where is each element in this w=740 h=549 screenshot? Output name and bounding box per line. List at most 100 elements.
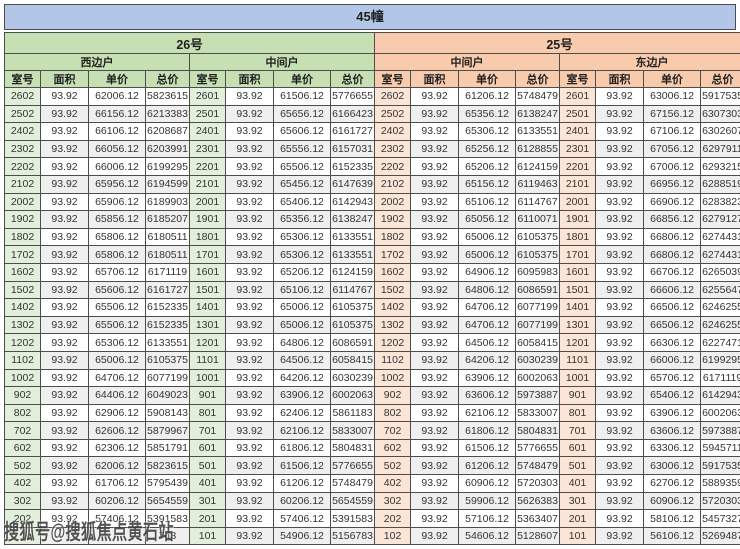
cell-total-price: 5748479	[331, 475, 375, 493]
cell-area: 93.92	[596, 211, 644, 229]
cell-unit-price: 66006.12	[644, 351, 701, 369]
cell-total-price: 6194599	[146, 175, 190, 193]
cell-room: 502	[5, 457, 41, 475]
cell-unit-price: 65956.12	[89, 175, 146, 193]
cell-total-price: 6105375	[331, 299, 375, 317]
cell-area: 93.92	[411, 228, 459, 246]
cell-room: 1702	[5, 246, 41, 264]
cell-room: 1901	[560, 211, 596, 229]
cell-area: 93.92	[596, 475, 644, 493]
cell-total-price: 6274431	[701, 228, 740, 246]
cell-unit-price: 63906.12	[274, 387, 331, 405]
cell-total-price: 5889359	[701, 475, 740, 493]
cell-total-price: 6124159	[516, 158, 560, 176]
cell-total-price: 6279127	[701, 211, 740, 229]
cell-room: 2002	[375, 193, 411, 211]
cell-room: 701	[560, 422, 596, 440]
cell-total-price: 5626383	[516, 492, 560, 510]
cell-unit-price: 66056.12	[89, 140, 146, 158]
cell-area: 93.92	[226, 175, 274, 193]
cell-area: 93.92	[596, 527, 644, 545]
cell-total-price: 5776655	[331, 88, 375, 106]
cell-area: 93.92	[411, 123, 459, 141]
cell-area: 93.92	[226, 404, 274, 422]
cell-total-price: 6152335	[146, 299, 190, 317]
cell-unit-price: 66606.12	[644, 281, 701, 299]
cell-area: 93.92	[41, 422, 89, 440]
cell-room: 2502	[5, 105, 41, 123]
cell-unit-price: 61206.12	[274, 475, 331, 493]
cell-area: 93.92	[411, 334, 459, 352]
cell-unit-price: 66306.12	[644, 334, 701, 352]
cell-unit-price: 64706.12	[459, 299, 516, 317]
cell-total-price: 6058415	[516, 334, 560, 352]
cell-room: 801	[190, 404, 226, 422]
cell-total-price: 5861183	[331, 404, 375, 422]
cell-room: 201	[190, 510, 226, 528]
cell-area: 93.92	[411, 422, 459, 440]
cell-total-price: 6171119	[701, 369, 740, 387]
cell-total-price: 6086591	[516, 281, 560, 299]
cell-total-price: 5917535	[701, 457, 740, 475]
cell-room: 1001	[560, 369, 596, 387]
cell-room: 2101	[560, 175, 596, 193]
cell-room: 302	[375, 492, 411, 510]
cell-room: 602	[5, 439, 41, 457]
cell-room: 2501	[190, 105, 226, 123]
cell-unit-price: 61206.12	[459, 88, 516, 106]
cell-total-price: 6227471	[701, 334, 740, 352]
cell-room: 1002	[5, 369, 41, 387]
cell-total-price: 5851791	[146, 439, 190, 457]
cell-unit-price: 61806.12	[459, 422, 516, 440]
cell-area: 93.92	[596, 140, 644, 158]
cell-total-price: 6293215	[701, 158, 740, 176]
cell-total-price: 6002063	[516, 369, 560, 387]
cell-unit-price: 61706.12	[89, 475, 146, 493]
cell-unit-price: 63306.12	[644, 439, 701, 457]
cell-total-price: 6105375	[331, 316, 375, 334]
cell-total-price: 5833007	[331, 422, 375, 440]
cell-total-price: 6166423	[331, 105, 375, 123]
cell-room: 301	[190, 492, 226, 510]
cell-area: 93.92	[596, 299, 644, 317]
cell-room: 1601	[190, 263, 226, 281]
cell-area: 93.92	[411, 475, 459, 493]
cell-room: 1902	[375, 211, 411, 229]
cell-unit-price: 62106.12	[459, 404, 516, 422]
cell-room: 1102	[375, 351, 411, 369]
cell-total-price: 6307303	[701, 105, 740, 123]
cell-area: 93.92	[41, 369, 89, 387]
cell-area: 93.92	[596, 246, 644, 264]
cell-total-price: 6288519	[701, 175, 740, 193]
cell-area: 93.92	[596, 387, 644, 405]
cell-unit-price: 66156.12	[89, 105, 146, 123]
cell-unit-price: 65206.12	[459, 158, 516, 176]
cell-total-price: 5720303	[701, 492, 740, 510]
cell-room: 1602	[375, 263, 411, 281]
cell-unit-price: 64506.12	[274, 351, 331, 369]
col-total-price: 总价	[146, 71, 190, 88]
column-header-row: 室号 面积 单价 总价 室号 面积 单价 总价 室号 面积 单价 总价 室号 面…	[5, 71, 740, 88]
cell-room: 1301	[190, 316, 226, 334]
cell-total-price: 5776655	[516, 439, 560, 457]
cell-area: 93.92	[41, 263, 89, 281]
cell-unit-price: 67106.12	[644, 123, 701, 141]
cell-unit-price: 65856.12	[89, 211, 146, 229]
unit-header-east: 东边户	[560, 54, 740, 71]
cell-total-price: 5654559	[331, 492, 375, 510]
cell-unit-price: 65006.12	[459, 246, 516, 264]
building-title: 45幢	[4, 4, 736, 30]
cell-room: 1402	[375, 299, 411, 317]
cell-room: 2401	[190, 123, 226, 141]
cell-area: 93.92	[596, 351, 644, 369]
cell-room: 1902	[5, 211, 41, 229]
cell-unit-price: 65156.12	[459, 175, 516, 193]
cell-area: 93.92	[411, 527, 459, 545]
cell-unit-price: 64206.12	[459, 351, 516, 369]
cell-room: 601	[190, 439, 226, 457]
